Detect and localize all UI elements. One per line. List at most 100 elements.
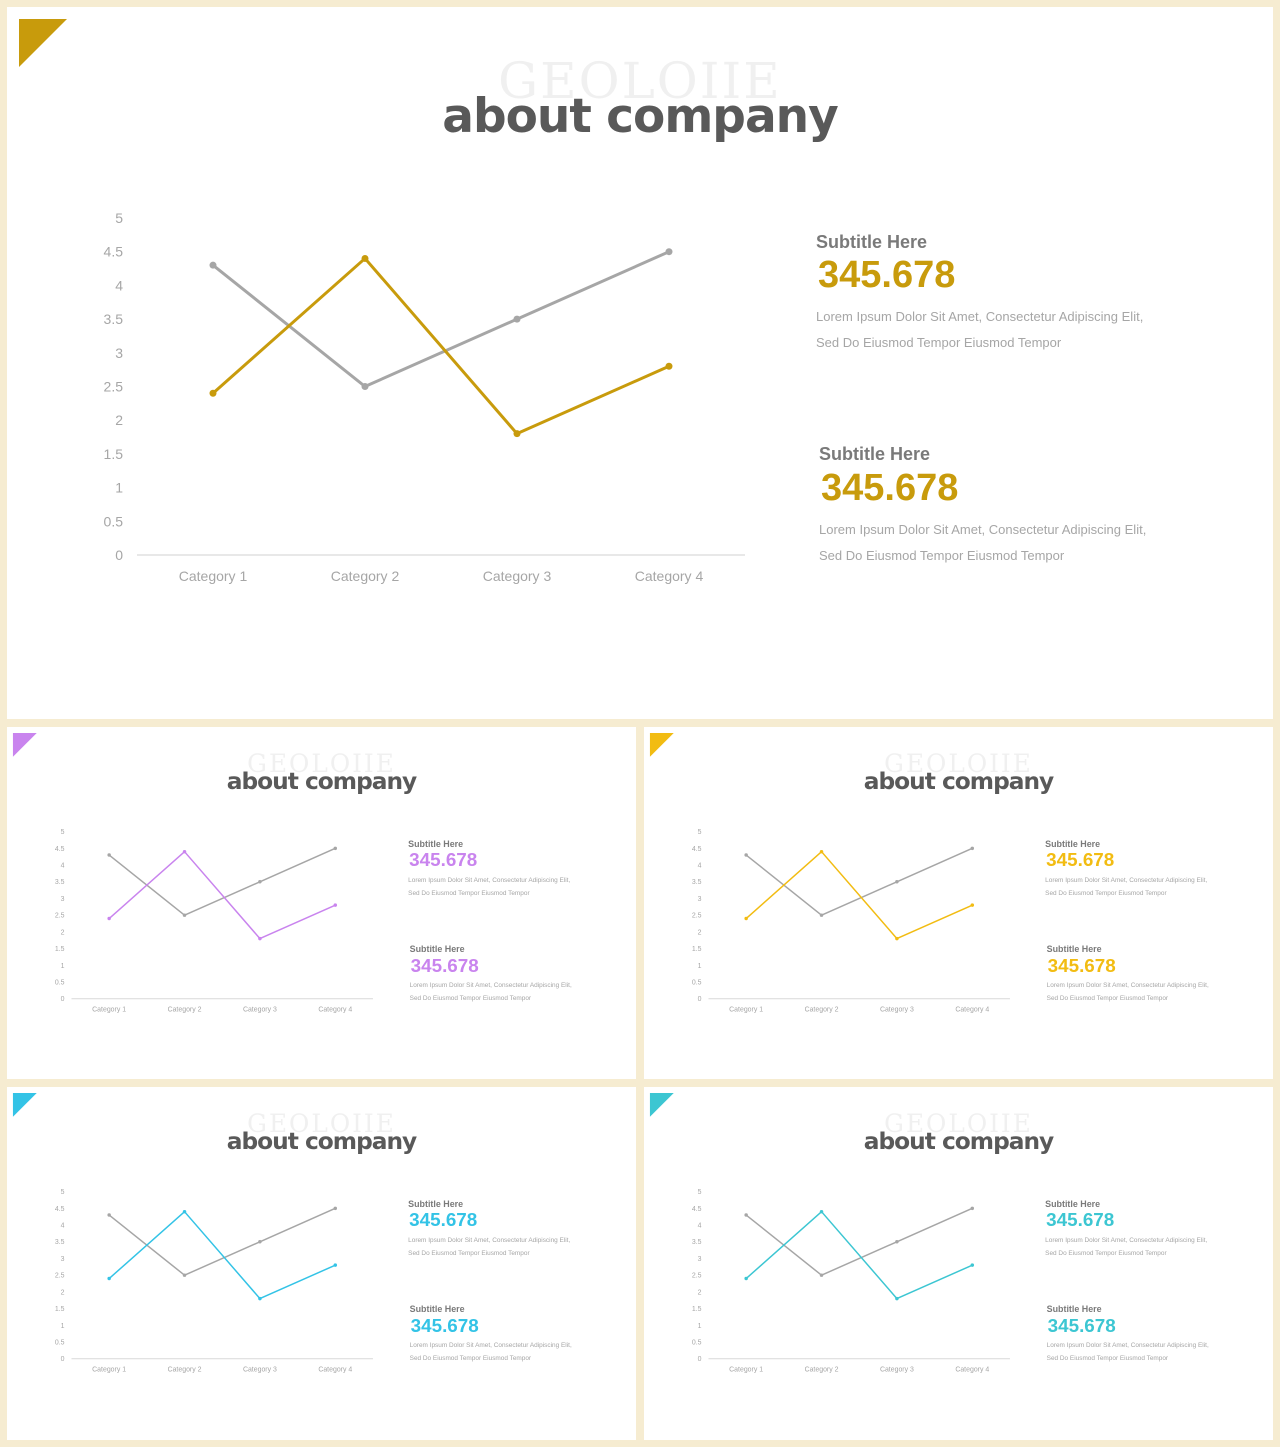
y-tick-label: 4.5: [692, 1206, 702, 1213]
y-tick-label: 4.5: [55, 1206, 65, 1213]
x-category-label: Category 3: [880, 1367, 914, 1374]
series-2-line: [108, 850, 336, 940]
series-2-point: [333, 1263, 338, 1267]
series-2-point: [258, 1296, 262, 1301]
y-tick-label: 5: [115, 210, 123, 226]
slide-5[interactable]: 0 0.5 1 1.5 2 2.5 3 3.5 4 4.5 5 Category 1 Category …: [644, 1087, 1273, 1440]
series-1-point: [895, 1240, 899, 1244]
slide-1[interactable]: 0 0.5 1 1.5 2 2.5 3 3.5 4 4.5 5 Category 1 Category …: [7, 7, 1273, 719]
block-subtitle: Subtitle Here: [1046, 943, 1102, 954]
x-category-label: Category 3: [243, 1007, 277, 1014]
series-2-line: [745, 850, 973, 940]
x-category-label: Category 1: [92, 1007, 126, 1014]
series-1-point: [970, 846, 975, 851]
slide-title: about company: [442, 89, 839, 144]
series-2-point: [209, 389, 217, 397]
x-category-label: Category 3: [880, 1007, 914, 1014]
x-category-label: Category 3: [243, 1367, 277, 1374]
series-2-point: [970, 1263, 975, 1267]
block-description-line: Sed Do Eiusmod Tempor Eiusmod Tempor: [1045, 889, 1167, 897]
block-value: 345.678: [821, 467, 959, 509]
slide-title: about company: [226, 767, 418, 795]
block-description-line: Lorem Ipsum Dolor Sit Amet, Consectetur …: [408, 1236, 571, 1244]
y-tick-label: 4.5: [104, 244, 124, 260]
y-tick-label: 3: [698, 896, 702, 903]
series-1-point: [333, 1206, 338, 1211]
series-2-line: [212, 256, 670, 436]
y-tick-label: 2.5: [692, 1273, 702, 1280]
y-tick-label: 0: [698, 1356, 702, 1363]
y-tick-label: 4: [698, 1223, 702, 1230]
block-description-line: Sed Do Eiusmod Tempor Eiusmod Tempor: [409, 995, 532, 1003]
y-tick-label: 1.5: [104, 446, 124, 462]
block-description-line: Sed Do Eiusmod Tempor Eiusmod Tempor: [1046, 995, 1169, 1003]
block-description-line: Lorem Ipsum Dolor Sit Amet, Consectetur …: [819, 522, 1147, 537]
block-description-line: Lorem Ipsum Dolor Sit Amet, Consectetur …: [816, 309, 1144, 324]
block-value: 345.678: [410, 1315, 479, 1337]
block-subtitle: Subtitle Here: [408, 1198, 464, 1209]
block-description-line: Lorem Ipsum Dolor Sit Amet, Consectetur …: [409, 982, 572, 990]
series-2-point: [744, 1276, 748, 1281]
y-tick-label: 0: [698, 996, 702, 1003]
y-tick-label: 2: [698, 1289, 702, 1296]
slide-4[interactable]: 0 0.5 1 1.5 2 2.5 3 3.5 4 4.5 5 Category 1 Category …: [7, 1087, 636, 1440]
block-value: 345.678: [409, 1209, 478, 1231]
y-tick-label: 4: [698, 863, 702, 870]
x-category-label: Category 3: [483, 568, 552, 584]
series-1-line: [108, 1207, 336, 1276]
series-1-point: [819, 1273, 824, 1277]
block-description-line: Sed Do Eiusmod Tempor Eiusmod Tempor: [408, 1249, 530, 1257]
block-value: 345.678: [818, 254, 956, 296]
x-category-label: Category 4: [318, 1007, 352, 1014]
series-2-point: [513, 430, 521, 438]
series-2-line: [745, 1210, 973, 1300]
block-description-line: Sed Do Eiusmod Tempor Eiusmod Tempor: [816, 335, 1062, 350]
y-tick-label: 0.5: [55, 1340, 65, 1347]
y-tick-label: 1: [115, 480, 123, 496]
slide-2[interactable]: 0 0.5 1 1.5 2 2.5 3 3.5 4 4.5 5 Category 1 Category …: [7, 727, 636, 1079]
series-2-point: [333, 903, 338, 907]
series-2-point: [107, 916, 111, 921]
x-category-label: Category 4: [955, 1007, 989, 1014]
y-tick-label: 1.5: [692, 1306, 702, 1313]
series-2-point: [182, 849, 187, 854]
block-value: 345.678: [410, 955, 479, 977]
series-1-line: [108, 847, 336, 916]
block-description-line: Sed Do Eiusmod Tempor Eiusmod Tempor: [409, 1355, 532, 1363]
watermark-text: GEOLOIIE: [884, 1109, 1033, 1139]
y-tick-label: 3: [115, 345, 123, 361]
y-tick-label: 3.5: [692, 1239, 702, 1246]
x-category-label: Category 1: [729, 1007, 763, 1014]
block-value: 345.678: [409, 849, 478, 871]
y-tick-label: 1: [61, 963, 65, 970]
series-1-point: [182, 1273, 187, 1277]
block-description-line: Lorem Ipsum Dolor Sit Amet, Consectetur …: [1046, 982, 1209, 990]
series-1-line: [745, 1207, 973, 1276]
block-subtitle: Subtitle Here: [1046, 1303, 1102, 1314]
series-2-point: [744, 916, 748, 921]
series-1-point: [819, 913, 824, 917]
y-tick-label: 3.5: [104, 311, 124, 327]
y-tick-label: 5: [61, 1189, 65, 1196]
y-tick-label: 0: [115, 547, 123, 563]
x-category-label: Category 2: [168, 1367, 202, 1374]
corner-accent-triangle: [19, 19, 67, 67]
block-subtitle: Subtitle Here: [816, 232, 928, 252]
corner-accent-triangle: [649, 1092, 674, 1117]
y-tick-label: 3.5: [55, 879, 65, 886]
x-category-label: Category 1: [179, 568, 248, 584]
y-tick-label: 5: [698, 1189, 702, 1196]
y-tick-label: 2.5: [104, 379, 124, 395]
y-tick-label: 2: [115, 412, 123, 428]
series-1-point: [107, 853, 111, 857]
series-1-point: [361, 383, 369, 390]
series-1-point: [107, 1213, 111, 1217]
y-tick-label: 2: [698, 929, 702, 936]
series-1-point: [970, 1206, 975, 1211]
y-tick-label: 4: [115, 277, 123, 293]
block-description-line: Sed Do Eiusmod Tempor Eiusmod Tempor: [1045, 1249, 1167, 1257]
y-tick-label: 0.5: [692, 1340, 702, 1347]
x-category-label: Category 4: [955, 1367, 989, 1374]
slide-3[interactable]: 0 0.5 1 1.5 2 2.5 3 3.5 4 4.5 5 Category 1 Category …: [644, 727, 1273, 1079]
x-category-label: Category 1: [729, 1367, 763, 1374]
